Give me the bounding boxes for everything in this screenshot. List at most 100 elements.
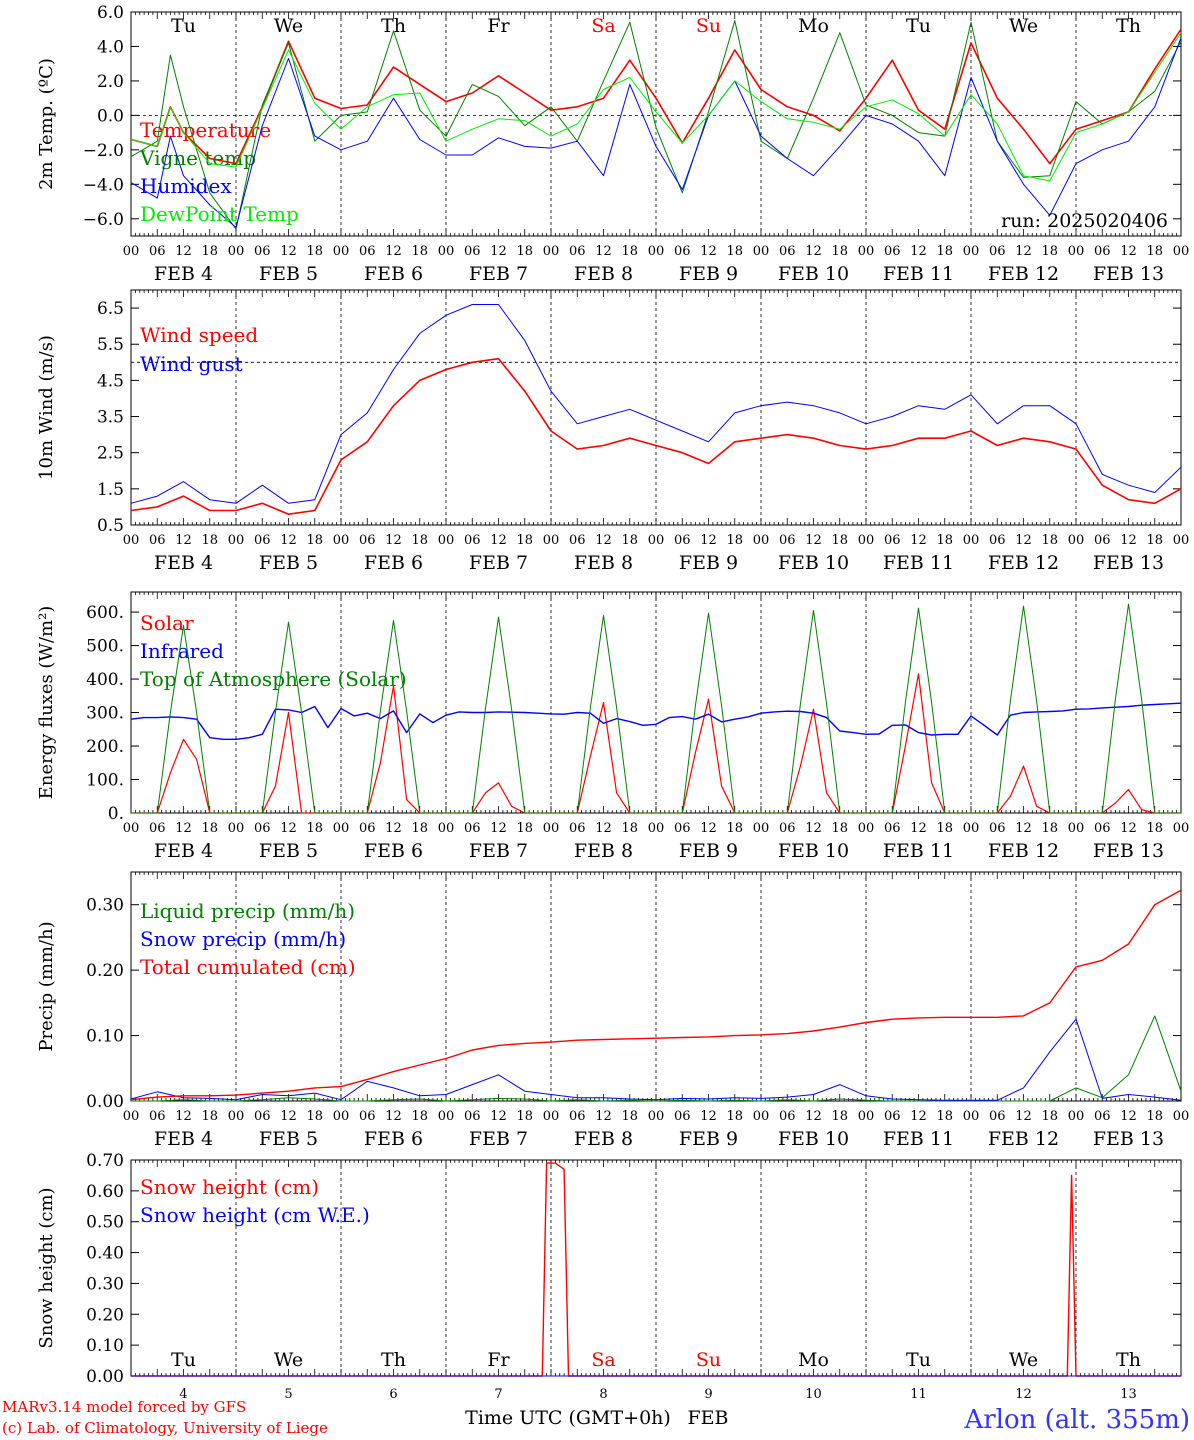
y-axis-title: 10m Wind (m/s) [36, 335, 57, 480]
series-line [130, 1018, 1182, 1101]
x-hour-label: 18 [936, 533, 953, 548]
x-hour-label: 12 [490, 1109, 507, 1124]
y-tick-label: 0.20 [86, 1305, 124, 1325]
y-tick-label: 6.0 [97, 3, 124, 23]
x-date-label: FEB 7 [469, 840, 528, 862]
x-date-label: FEB 13 [1093, 552, 1164, 574]
x-hour-label: 00 [858, 1109, 875, 1124]
x-hour-label: 12 [490, 533, 507, 548]
y-tick-label: 0.5 [97, 516, 124, 536]
x-hour-label: 06 [464, 244, 481, 259]
y-tick-label: 600. [86, 603, 124, 623]
x-hour-label: 18 [306, 244, 323, 259]
x-hour-label: 00 [648, 244, 665, 259]
series-line [130, 32, 1182, 182]
x-hour-label: 18 [516, 533, 533, 548]
y-tick-label: −4.0 [83, 175, 124, 195]
x-hour-label: 18 [516, 821, 533, 836]
x-hour-label: 00 [1173, 821, 1190, 836]
x-date-label: FEB 6 [364, 1128, 423, 1150]
weekday-label: Su [696, 1349, 721, 1371]
x-day-number: 12 [1015, 1387, 1032, 1402]
x-date-label: FEB 4 [154, 840, 213, 862]
series-line [130, 304, 1182, 504]
x-hour-label: 12 [175, 533, 192, 548]
x-date-label: FEB 13 [1093, 263, 1164, 285]
x-hour-label: 12 [595, 821, 612, 836]
x-hour-label: 12 [175, 244, 192, 259]
legend-entry: Solar [140, 611, 194, 635]
x-hour-label: 18 [411, 821, 428, 836]
x-hour-label: 00 [1173, 533, 1190, 548]
y-tick-label: 0.40 [86, 1244, 124, 1264]
y-tick-label: 400. [86, 670, 124, 690]
x-date-label: FEB 5 [259, 1128, 318, 1150]
series-line [130, 357, 1182, 516]
x-hour-label: 12 [175, 821, 192, 836]
x-hour-label: 12 [910, 1109, 927, 1124]
series-line [130, 20, 1182, 230]
x-hour-label: 06 [779, 1109, 796, 1124]
run-label: run: 2025020406 [1001, 210, 1168, 232]
weekday-label: We [274, 1349, 303, 1371]
x-hour-label: 06 [254, 821, 271, 836]
x-hour-label: 12 [1015, 1109, 1032, 1124]
x-hour-label: 06 [884, 821, 901, 836]
x-hour-label: 18 [516, 244, 533, 259]
x-date-label: FEB 10 [778, 840, 849, 862]
x-date-label: FEB 9 [679, 263, 738, 285]
x-hour-label: 18 [831, 1109, 848, 1124]
legend-entry: Liquid precip (mm/h) [140, 899, 355, 923]
weekday-label: Fr [487, 1349, 510, 1371]
x-hour-label: 18 [726, 821, 743, 836]
x-hour-label: 06 [359, 533, 376, 548]
x-hour-label: 12 [700, 533, 717, 548]
weekday-label: Th [381, 15, 406, 37]
x-hour-label: 00 [648, 821, 665, 836]
weekday-label: Sa [591, 1349, 615, 1371]
x-date-label: FEB 11 [883, 552, 954, 574]
series-line [131, 1015, 1182, 1102]
weekday-label: Th [381, 1349, 406, 1371]
weekday-label: Tu [171, 1349, 196, 1371]
x-hour-label: 06 [989, 821, 1006, 836]
weekday-label: Th [1116, 15, 1141, 37]
series-line [131, 1162, 1181, 1377]
y-tick-label: 0.0 [97, 106, 124, 126]
x-hour-label: 18 [621, 244, 638, 259]
x-hour-label: 18 [1146, 1109, 1163, 1124]
x-hour-label: 06 [779, 533, 796, 548]
x-hour-label: 12 [1120, 821, 1137, 836]
x-hour-label: 00 [438, 821, 455, 836]
x-hour-label: 18 [411, 244, 428, 259]
x-hour-label: 00 [438, 1109, 455, 1124]
y-tick-label: 0.70 [86, 1151, 124, 1171]
x-date-label: FEB 6 [364, 263, 423, 285]
x-hour-label: 00 [228, 821, 245, 836]
x-hour-label: 12 [1120, 1109, 1137, 1124]
x-hour-label: 18 [831, 244, 848, 259]
x-hour-label: 06 [569, 821, 586, 836]
x-hour-label: 12 [280, 533, 297, 548]
x-hour-label: 00 [123, 533, 140, 548]
x-hour-label: 18 [411, 1109, 428, 1124]
x-hour-label: 00 [858, 821, 875, 836]
series-line [130, 702, 1182, 740]
x-date-label: FEB 4 [154, 263, 213, 285]
x-date-label: FEB 12 [988, 263, 1059, 285]
panel-1: −6.0 −4.0 −2.0 0.0 2.0 4.0 6.0 2m Temp. (ºC) 00 0… [36, 3, 1189, 285]
legend-entry: Wind speed [140, 323, 258, 347]
x-date-label: FEB 4 [154, 552, 213, 574]
x-day-number: 13 [1120, 1387, 1137, 1402]
y-tick-label: 0.00 [86, 1367, 124, 1387]
weekday-label: Mo [798, 15, 829, 37]
x-hour-label: 18 [1041, 244, 1058, 259]
x-hour-label: 18 [726, 533, 743, 548]
x-hour-label: 06 [779, 821, 796, 836]
x-hour-label: 00 [963, 821, 980, 836]
x-hour-label: 18 [1146, 533, 1163, 548]
panel-3: 0. 100. 200. 300. 400. 500. 600. Energy fluxes … [36, 591, 1190, 862]
y-tick-label: 2.0 [97, 72, 124, 92]
x-hour-label: 00 [1068, 533, 1085, 548]
x-hour-label: 12 [280, 1109, 297, 1124]
